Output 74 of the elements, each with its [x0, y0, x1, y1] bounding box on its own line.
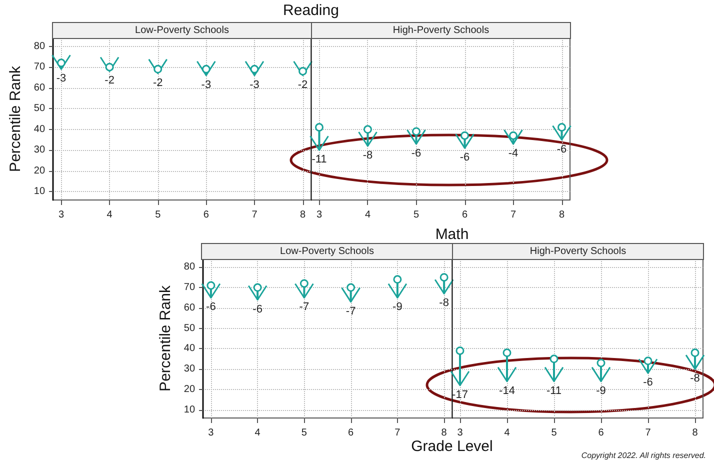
- data-label: -7: [346, 305, 356, 318]
- data-label: -11: [546, 384, 562, 397]
- y-tick-label: 60: [34, 82, 46, 94]
- chart-subtitle: Low-Poverty Schools: [52, 22, 312, 39]
- x-tick-label: 4: [106, 210, 113, 220]
- x-tick-label: 6: [203, 210, 210, 220]
- y-tick-label: 30: [184, 364, 196, 375]
- chart-subtitle: High-Poverty Schools: [452, 243, 704, 260]
- y-tick-label: 60: [184, 302, 196, 314]
- x-tick-label: 5: [413, 210, 420, 220]
- x-axis-title: Grade Level: [410, 438, 494, 455]
- y-tick-label: 80: [184, 262, 196, 273]
- x-tick-label: 4: [504, 428, 510, 438]
- y-tick-label: 80: [34, 40, 46, 52]
- y-axis-title: Percentile Rank: [7, 66, 24, 172]
- x-tick-label: 7: [645, 428, 652, 438]
- chart-subtitle: High-Poverty Schools: [311, 22, 571, 39]
- x-tick-label: 4: [254, 428, 261, 438]
- data-label: -2: [298, 78, 308, 91]
- x-tick-label: 7: [510, 210, 516, 220]
- y-tick-label: 20: [34, 165, 46, 176]
- chart-subtitle: Low-Poverty Schools: [201, 243, 453, 260]
- data-label: -11: [312, 154, 327, 166]
- x-tick-label: 8: [441, 428, 448, 438]
- x-tick-label: 6: [462, 210, 468, 220]
- x-tick-label: 4: [364, 210, 371, 220]
- data-label: -6: [556, 143, 567, 156]
- y-tick-label: 70: [34, 62, 46, 73]
- y-tick-label: 70: [184, 282, 196, 294]
- data-label: -3: [250, 78, 260, 91]
- data-label: -8: [439, 297, 449, 310]
- y-tick-label: 40: [184, 343, 196, 354]
- data-label: -17: [452, 388, 468, 401]
- data-label: -8: [362, 150, 373, 162]
- chart-title: Reading: [282, 2, 340, 19]
- data-label: -6: [206, 301, 216, 314]
- data-label: -3: [201, 78, 212, 91]
- x-tick-label: 3: [58, 210, 64, 220]
- x-tick-label: 8: [300, 210, 306, 220]
- data-label: -9: [596, 384, 606, 397]
- data-label: -2: [104, 74, 114, 87]
- data-label: -14: [499, 384, 515, 397]
- data-label: -2: [152, 76, 163, 89]
- y-tick-label: 50: [34, 103, 46, 114]
- y-tick-label: 20: [184, 384, 196, 395]
- x-tick-label: 6: [598, 428, 604, 438]
- data-label: -6: [252, 303, 262, 316]
- data-label: -9: [392, 301, 402, 314]
- data-label: -4: [508, 147, 518, 160]
- data-label: -6: [411, 147, 422, 160]
- data-label: -3: [56, 72, 66, 85]
- x-tick-label: 7: [252, 210, 258, 220]
- x-tick-label: 8: [692, 428, 698, 438]
- y-tick-label: 10: [184, 404, 196, 416]
- x-tick-label: 5: [551, 428, 558, 438]
- y-tick-label: 40: [34, 124, 46, 135]
- x-tick-label: 6: [348, 428, 354, 438]
- text: Copyright 2022. All rights reserved.: [581, 451, 706, 460]
- data-label: -7: [299, 301, 310, 314]
- x-tick-label: 7: [394, 428, 401, 438]
- x-tick-label: 8: [558, 210, 565, 220]
- x-tick-label: 3: [316, 210, 322, 220]
- x-tick-label: 5: [155, 210, 162, 220]
- chart-title: Math: [434, 226, 470, 243]
- x-tick-label: 3: [457, 428, 464, 438]
- y-tick-label: 50: [184, 322, 196, 334]
- y-tick-label: 30: [34, 144, 46, 156]
- y-axis-title: Percentile Rank: [157, 285, 174, 392]
- x-tick-label: 5: [301, 428, 308, 438]
- data-label: -6: [643, 376, 653, 389]
- data-label: -6: [460, 152, 470, 164]
- x-tick-label: 3: [208, 428, 214, 438]
- y-tick-label: 10: [34, 186, 46, 198]
- data-label: -8: [690, 372, 700, 385]
